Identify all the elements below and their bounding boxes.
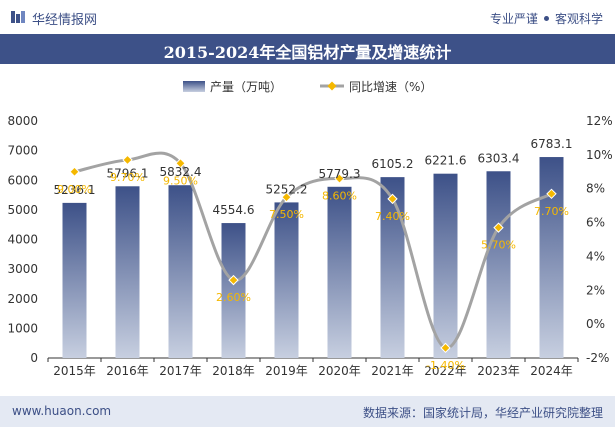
legend-bar-label: 产量（万吨） [210, 80, 282, 94]
bar-value-label: 6221.6 [425, 154, 467, 168]
x-tick-label: 2016年 [106, 364, 149, 378]
bar [486, 171, 511, 358]
footer-source: 数据来源：国家统计局，华经产业研究院整理 [362, 406, 603, 420]
y-left-tick-label: 8000 [7, 114, 38, 128]
y-left-tick-label: 1000 [7, 321, 38, 335]
bar [539, 157, 564, 358]
y-right-tick-label: 6% [586, 216, 605, 230]
y-left-tick-label: 7000 [7, 144, 38, 158]
growth-value-label: 9.50% [163, 174, 198, 187]
bar [433, 173, 458, 358]
growth-marker [546, 188, 557, 200]
chart: 产量（万吨） 同比增速（%） 2015年 2016年 2017年 2018年 2019年 2… [7, 80, 612, 378]
x-tick-label: 2022年 [424, 364, 467, 378]
y-right-tick-label: -2% [586, 351, 609, 365]
legend: 产量（万吨） 同比增速（%） [183, 80, 432, 94]
bar-value-label: 5832.4 [160, 165, 202, 179]
y-left-tick-label: 6000 [7, 173, 38, 187]
growth-marker [493, 222, 504, 233]
growth-value-label: 9.00% [57, 183, 92, 196]
bar [327, 186, 352, 358]
growth-value-label: 5.70% [481, 239, 516, 252]
growth-value-label: 7.40% [375, 210, 410, 223]
tagline-right: 客观科学 [554, 12, 603, 26]
y-right-tick-label: 8% [586, 182, 605, 196]
growth-value-label: 8.60% [322, 190, 357, 203]
y-right-tick-label: 4% [586, 249, 605, 263]
footer-site: www.huaon.com [12, 404, 112, 418]
y-right-tick-label: 12% [586, 114, 613, 128]
x-tick-label: 2019年 [265, 364, 308, 378]
growth-line [74, 151, 553, 350]
growth-value-label: 2.60% [216, 291, 251, 304]
axes: 2015年 2016年 2017年 2018年 2019年 2020年 2021年 2022年… [7, 114, 612, 378]
bar [62, 202, 87, 358]
y-right-tick-label: 10% [586, 148, 613, 162]
y-left-tick-label: 0 [30, 351, 38, 365]
y-right-tick-label: 0% [586, 317, 605, 331]
bar [380, 177, 405, 358]
bar-value-label: 6783.1 [531, 137, 573, 151]
title-bar: 2015-2024年全国铝材产量及增速统计 [0, 34, 615, 64]
growth-value-label: -1.40% [426, 359, 465, 372]
bar-value-label: 5779.3 [319, 167, 361, 181]
bar-value-label: 5236.1 [54, 183, 96, 197]
bar-series [62, 157, 564, 358]
tagline: 专业严谨 客观科学 [490, 10, 603, 27]
bar [115, 186, 140, 358]
growth-marker [334, 173, 345, 184]
brand-logo-icon [11, 11, 25, 23]
y-left-tick-label: 2000 [7, 292, 38, 306]
bar-value-label: 4554.6 [213, 203, 255, 217]
tagline-dot-icon [543, 16, 549, 21]
growth-value-label: 7.70% [534, 205, 569, 218]
growth-marker [69, 166, 80, 177]
x-tick-label: 2024年 [530, 364, 573, 378]
x-tick-label: 2021年 [371, 364, 414, 378]
bar-value-label: 6105.2 [372, 157, 414, 171]
bar [221, 223, 246, 358]
y-right-tick-label: 2% [586, 283, 605, 297]
bar [274, 202, 299, 358]
growth-marker [387, 193, 398, 205]
x-tick-label: 2018年 [212, 364, 255, 378]
x-tick-label: 2023年 [477, 364, 520, 378]
growth-marker [122, 154, 133, 166]
growth-value-label: 7.50% [269, 208, 304, 221]
line-series [69, 151, 557, 354]
chart-title: 2015-2024年全国铝材产量及增速统计 [163, 43, 452, 62]
brand-name: 华经情报网 [32, 13, 98, 28]
growth-marker [175, 158, 186, 169]
legend-line-label: 同比增速（%） [349, 80, 432, 94]
x-tick-label: 2015年 [53, 364, 96, 378]
growth-marker [281, 191, 292, 203]
bar-value-label: 5252.2 [266, 182, 308, 196]
growth-marker [228, 274, 239, 286]
growth-value-label: 9.70% [110, 171, 145, 184]
y-left-tick-label: 5000 [7, 203, 38, 217]
legend-bar-swatch [183, 81, 205, 92]
x-tick-label: 2017年 [159, 364, 202, 378]
y-left-tick-label: 4000 [7, 233, 38, 247]
data-labels: 5236.1 5796.1 5832.4 4554.6 5252.2 5779.3 6105… [54, 137, 573, 372]
bar-value-label: 6303.4 [478, 151, 520, 165]
growth-marker [440, 342, 451, 354]
top-bar: 华经情报网 专业严谨 客观科学 [0, 0, 615, 34]
x-tick-label: 2020年 [318, 364, 361, 378]
footer: www.huaon.com 数据来源：国家统计局，华经产业研究院整理 [0, 396, 615, 427]
bar [168, 185, 193, 358]
y-left-tick-label: 3000 [7, 262, 38, 276]
legend-line-marker [327, 81, 337, 91]
bar-value-label: 5796.1 [107, 166, 149, 180]
tagline-left: 专业严谨 [489, 12, 538, 26]
